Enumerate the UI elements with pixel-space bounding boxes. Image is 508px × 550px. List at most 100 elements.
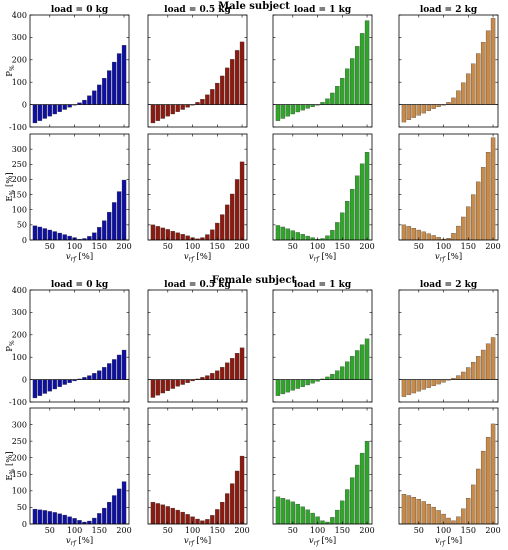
bar (476, 468, 481, 525)
plot-frame (147, 133, 248, 241)
panel-female-E-2: 50 100 150 200 vrf [%] (272, 407, 375, 547)
panel-female-P-3: load = 2 kg (398, 280, 499, 403)
y-tick-label: 400 (12, 286, 27, 295)
bar (200, 99, 205, 105)
bar (416, 104, 421, 116)
plot-frame (147, 289, 248, 403)
bar (102, 507, 107, 525)
bar (239, 455, 245, 525)
bar (359, 163, 365, 241)
bar (350, 477, 355, 525)
bar (485, 152, 491, 241)
bar (160, 504, 166, 525)
panel-male-P-1: load = 0.5 kg (147, 5, 248, 128)
plot-frame (147, 14, 248, 128)
bar (57, 379, 62, 387)
bar (150, 501, 156, 525)
bar (305, 235, 310, 241)
x-tick-label: 200 (116, 242, 131, 251)
bar (185, 235, 190, 241)
bar (364, 20, 370, 105)
bar (476, 181, 481, 241)
y-tick-label: 0 (22, 236, 27, 245)
bar (421, 104, 426, 114)
bar (195, 102, 200, 105)
bar (480, 349, 486, 380)
bar (165, 506, 170, 525)
bar (116, 53, 122, 105)
bar (97, 370, 102, 380)
panel-title: load = 1 kg (294, 280, 352, 290)
x-tick-label: 150 (92, 526, 107, 535)
bar (92, 373, 97, 380)
x-tick-label: 50 (288, 526, 298, 535)
bar (345, 361, 350, 380)
bar (87, 520, 92, 525)
bar (121, 179, 127, 241)
y-tick-label: 100 (12, 487, 27, 496)
bar (42, 510, 48, 525)
bar (285, 228, 291, 241)
bar (335, 222, 340, 241)
bar (150, 224, 156, 241)
bar (234, 50, 240, 105)
bar (205, 519, 210, 525)
panel-title: load = 0 kg (51, 280, 109, 290)
bar (155, 104, 161, 121)
bar (300, 234, 305, 241)
bar (97, 84, 102, 105)
x-tick-label: 100 (310, 242, 325, 251)
bar (215, 222, 220, 241)
bar (471, 361, 476, 380)
bar (180, 379, 185, 385)
y-tick-label: 150 (12, 190, 27, 199)
x-tick-label: 100 (436, 242, 451, 251)
bar (165, 104, 170, 117)
x-axis-label: vrf [%] (309, 536, 336, 547)
plot-frame (29, 14, 130, 128)
x-tick-label: 50 (163, 526, 173, 535)
bar (280, 497, 286, 525)
bar (411, 104, 417, 118)
bar (421, 231, 426, 241)
bar (411, 379, 417, 394)
bar (364, 152, 370, 241)
x-tick-label: 200 (485, 242, 500, 251)
panel-female-E-1: 50 100 150 200 vrf [%] (147, 407, 250, 547)
bar (116, 488, 122, 525)
plot-frame (398, 14, 499, 128)
bar (350, 188, 355, 241)
panel-title: load = 0.5 kg (164, 280, 231, 290)
bar (205, 234, 210, 241)
x-tick-label: 200 (116, 526, 131, 535)
plot-frame (29, 407, 130, 525)
panel-male-E-2: 50 100 150 200 vrf [%] (272, 133, 375, 263)
bar (350, 356, 355, 380)
bar (62, 104, 67, 110)
bar (490, 137, 496, 241)
bar (116, 191, 122, 241)
bar (446, 102, 451, 105)
bar (195, 518, 200, 525)
bar (345, 201, 350, 241)
bar (485, 437, 491, 525)
bar (461, 82, 466, 105)
bar (111, 202, 117, 241)
bar (295, 104, 300, 113)
y-tick-label: 200 (12, 56, 27, 65)
y-axis-label: E% [%] (5, 172, 16, 201)
bar (77, 520, 82, 525)
x-axis-label: vrf [%] (66, 252, 93, 263)
bar (92, 517, 97, 525)
bar (67, 104, 72, 108)
panel-female-E-0: 0 50 100 150 200 250 300 E% [%] 50 100 150 200 vrf [… (5, 407, 132, 547)
bar (330, 517, 335, 525)
bar (111, 495, 117, 525)
bar (52, 379, 57, 390)
bar (320, 520, 325, 525)
bar (354, 46, 360, 105)
bar (340, 78, 345, 105)
plot-frame (147, 407, 248, 525)
bar (310, 379, 315, 384)
